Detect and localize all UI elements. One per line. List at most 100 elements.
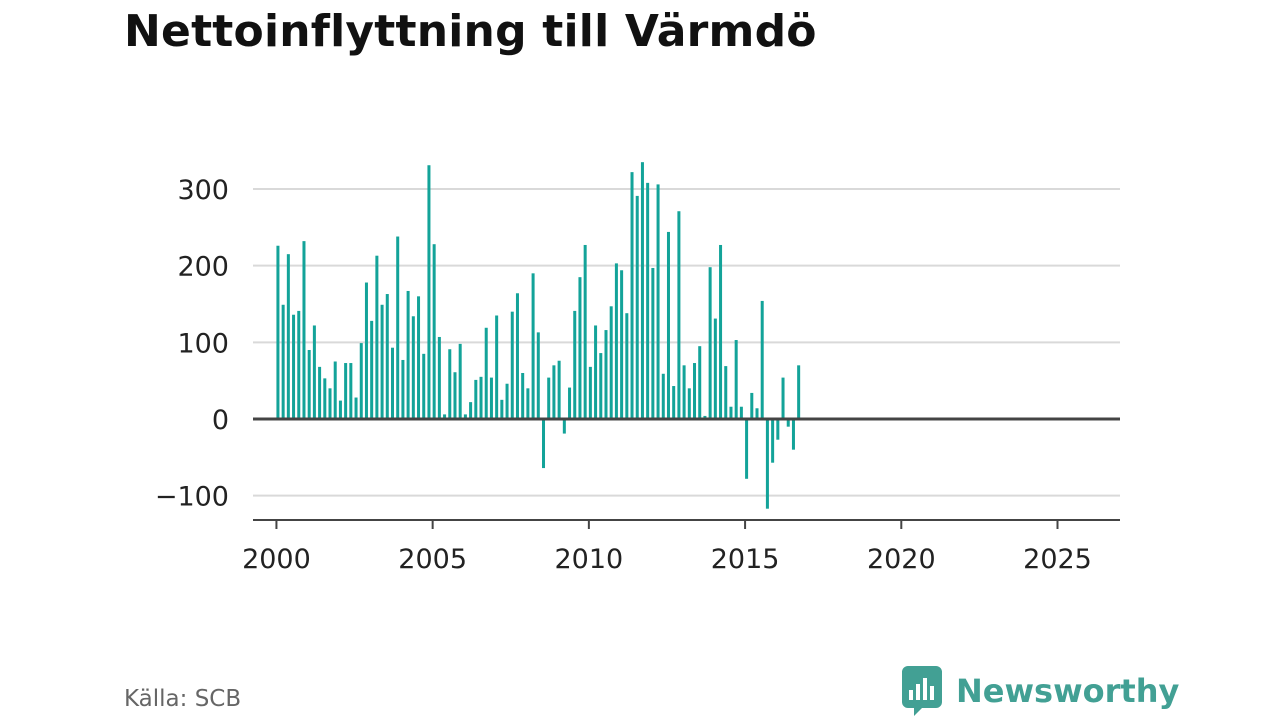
bar-2015-09	[765, 419, 769, 509]
bar-2011-01	[620, 270, 624, 419]
bar-2002-07	[354, 397, 358, 419]
bar-2014-03	[719, 244, 723, 419]
bar-2012-09	[672, 386, 676, 419]
bar-2007-07	[510, 311, 514, 419]
y-tick-label-200: 200	[177, 252, 229, 283]
bar-2016-03	[781, 377, 785, 419]
bar-2001-11	[333, 361, 337, 419]
bar-2010-07	[604, 330, 608, 419]
bar-2008-01	[526, 388, 530, 419]
axes	[253, 417, 1120, 521]
bar-2013-11	[708, 267, 712, 419]
bar-2006-11	[489, 377, 493, 419]
bar-2009-07	[573, 310, 577, 419]
bar-2006-09	[484, 327, 488, 419]
bar-2003-03	[375, 255, 379, 419]
bar-2014-07	[729, 406, 733, 419]
bar-2006-01	[463, 414, 467, 419]
bar-2012-07	[666, 231, 670, 419]
bar-2001-01	[307, 350, 311, 419]
bar-2014-09	[734, 340, 738, 419]
y-tick-label-0: 0	[212, 405, 229, 436]
bar-2015-07	[760, 300, 764, 419]
bar-2001-03	[312, 325, 316, 419]
bar-2003-01	[370, 320, 374, 419]
bar-2009-05	[568, 387, 572, 419]
x-tick-label-2000: 2000	[242, 544, 311, 575]
bar-2009-09	[578, 277, 582, 419]
bar-2003-09	[390, 347, 394, 419]
bar-2016-01	[776, 419, 780, 440]
bar-2013-09	[703, 415, 707, 419]
bar-2015-03	[750, 392, 754, 419]
x-tick-label-2010: 2010	[555, 544, 624, 575]
bar-2005-09	[453, 372, 457, 419]
bar-2000-01	[276, 245, 280, 419]
bar-2007-01	[495, 315, 499, 419]
bar-2014-11	[739, 406, 743, 419]
bar-2011-07	[635, 195, 639, 419]
bar-2005-03	[437, 336, 441, 419]
bar-2006-07	[479, 376, 483, 419]
bar-2005-05	[443, 414, 447, 419]
bar-2013-01	[682, 365, 686, 419]
x-tick-label-2020: 2020	[867, 544, 936, 575]
bar-2000-09	[297, 310, 301, 419]
bar-2002-11	[364, 282, 368, 419]
bar-2000-11	[302, 241, 306, 419]
bar-2012-05	[661, 373, 665, 419]
brand-name: Newsworthy	[956, 672, 1180, 710]
bar-2007-03	[500, 399, 504, 419]
bar-2007-11	[521, 373, 525, 419]
bar-2015-11	[771, 419, 775, 463]
y-tick-label-100: 100	[177, 328, 229, 359]
x-tick-label-2005: 2005	[398, 544, 467, 575]
bar-2008-09	[547, 377, 551, 419]
x-axis-tick-labels: 2000 2005 2010 2015 2020 2025	[242, 520, 1092, 575]
bar-2010-05	[599, 353, 603, 419]
bar-2013-03	[687, 388, 691, 419]
bar-2011-03	[625, 313, 629, 419]
y-tick-label--100: −100	[155, 482, 229, 513]
y-axis-tick-labels: −100 0 100 200 300	[155, 175, 229, 513]
y-tick-label-300: 300	[177, 175, 229, 206]
bar-2009-03	[562, 419, 566, 434]
bar-2015-01	[745, 419, 749, 479]
newsworthy-logo-icon	[902, 666, 942, 716]
bar-2002-03	[344, 363, 348, 419]
bar-2011-09	[640, 162, 644, 420]
chart-title: Nettoinflyttning till Värmdö	[124, 6, 817, 57]
bar-2007-09	[515, 293, 519, 419]
bar-2002-01	[338, 400, 342, 419]
bar-2000-07	[292, 314, 296, 419]
bar-2004-11	[427, 165, 431, 419]
bar-2005-01	[432, 244, 436, 419]
bar-2013-05	[693, 363, 697, 419]
bar-2003-11	[396, 236, 400, 419]
x-tick-label-2025: 2025	[1023, 544, 1092, 575]
bar-2008-05	[536, 332, 540, 419]
bar-2008-07	[542, 419, 546, 469]
brand: Newsworthy	[902, 666, 1180, 716]
bar-2009-01	[557, 360, 561, 419]
bar-2001-09	[328, 388, 332, 419]
bar-2014-01	[713, 318, 717, 419]
bar-2004-07	[417, 296, 421, 419]
bar-2000-03	[281, 304, 285, 419]
bar-2002-05	[349, 363, 353, 419]
bar-2003-07	[385, 294, 389, 419]
bar-2016-07	[791, 419, 795, 450]
bar-2016-05	[786, 419, 790, 427]
bar-2004-05	[411, 316, 415, 419]
bar-2003-05	[380, 304, 384, 419]
bar-2006-05	[474, 379, 478, 419]
bar-2006-03	[469, 402, 473, 419]
bar-2000-05	[286, 254, 290, 419]
bar-2001-05	[318, 366, 322, 419]
bar-2004-03	[406, 290, 410, 419]
bar-2013-07	[698, 346, 702, 419]
bar-2007-05	[505, 383, 509, 419]
bar-2008-11	[552, 365, 556, 419]
x-tick-label-2015: 2015	[711, 544, 780, 575]
bar-2001-07	[323, 378, 327, 419]
